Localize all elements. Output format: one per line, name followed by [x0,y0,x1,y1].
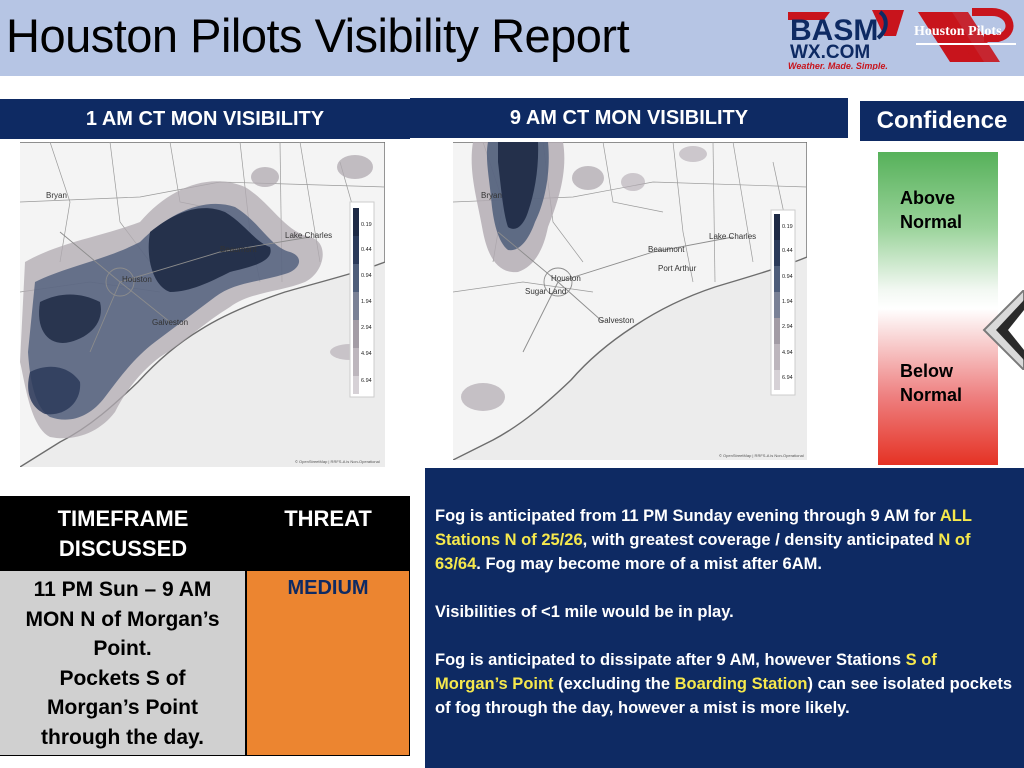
discussion-paragraph-1: Fog is anticipated from 11 PM Sunday eve… [435,504,1014,576]
fog-overlay-left [20,155,373,439]
discussion-highlight: S of Morgan’s Point [435,651,937,693]
confidence-above-label: Above Normal [900,186,962,234]
discussion-highlight: Boarding Station [674,675,808,693]
confidence-below-line2: Normal [900,385,963,405]
timeframe-line: MON N of Morgan’s [25,607,220,631]
map-left-legend-1: 0.19 [361,222,372,228]
discussion-text: . Fog may become more of a mist after 6A… [476,555,822,573]
timeframe-line: Morgan’s Point [47,696,198,719]
map-right-legend-5: 2.94 [782,324,793,330]
map-left-label-houston: Houston [122,275,152,284]
map-left-legend-3: 0.94 [361,273,372,279]
map-right-label-houston: Houston [551,274,581,283]
threat-cell: MEDIUM [246,570,410,756]
houston-pilots-logo: Houston Pilots [914,7,1016,62]
confidence-indicator-arrow-icon [982,290,1024,370]
map-right-legend-6: 4.94 [782,350,793,356]
map-left-legend-4: 1.94 [361,299,372,305]
map-left-attribution: © OpenStreetMap | RRFS-A is Non-Operatio… [295,459,380,464]
map-right-legend: 0.19 0.44 0.94 1.94 2.94 4.94 6.94 [770,209,796,396]
map-left-label-bryan: Bryan [46,191,67,200]
discussion-paragraph-2: Visibilities of <1 mile would be in play… [435,603,734,621]
discussion-text: ) can see isolated pockets of fog throug… [435,675,1013,717]
fog-overlay-right [461,142,707,411]
map-right: Bryan Beaumont Lake Charles Port Arthur … [453,142,807,460]
map-left-legend-6: 4.94 [361,351,372,357]
discussion-text: Fog is anticipated from 11 PM Sunday eve… [435,507,940,525]
discussion-text: , with greatest coverage / density antic… [582,531,939,549]
map-left-legend-2: 0.44 [361,247,372,253]
page-title: Houston Pilots Visibility Report [6,9,630,62]
map-left-legend: 0.19 0.44 0.94 1.94 2.94 4.94 6.94 [349,201,375,398]
map-right-label-lake-charles: Lake Charles [709,232,756,241]
map-left-heading: 1 AM CT MON VISIBILITY [0,99,410,139]
map-left-label-galveston: Galveston [152,318,188,327]
timeframe-line: through the day. [41,725,204,749]
map-right-label-port-arthur: Port Arthur [658,264,697,273]
confidence-heading: Confidence [860,101,1024,141]
timeframe-header-line1: TIMEFRAME [57,506,189,531]
map-right-attribution: © OpenStreetMap | RRFS-A is Non-Operatio… [719,453,804,458]
timeframe-line: Pockets S of [59,666,186,690]
discussion-paragraph-3: Fog is anticipated to dissipate after 9 … [435,648,1014,720]
timeframe-header-line2: DISCUSSED [58,536,188,561]
threat-level-value: MEDIUM [287,577,369,599]
map-left-label-beaumont: Beaumont [220,245,257,254]
map-right-legend-7: 6.94 [782,375,793,381]
map-right-legend-2: 0.44 [782,248,793,254]
threat-table-header: TIMEFRAME DISCUSSED THREAT [0,496,410,570]
basm-logo-domain: WX.COM [790,42,870,63]
map-right-legend-1: 0.19 [782,224,793,230]
threat-column-header: THREAT [284,506,372,531]
forecast-discussion: Fog is anticipated from 11 PM Sunday eve… [425,468,1024,768]
discussion-highlight: N of 63/64 [435,531,971,573]
timeframe-column-header: TIMEFRAME DISCUSSED [0,504,246,564]
discussion-highlight: ALL Stations N of 25/26 [435,507,972,549]
timeframe-line: 11 PM Sun – 9 AM [33,578,212,601]
timeframe-cell: 11 PM Sun – 9 AM MON N of Morgan’s Point… [0,570,246,756]
map-right-label-sugar-land: Sugar Land [525,287,566,296]
map-right-legend-3: 0.94 [782,274,793,280]
map-right-heading: 9 AM CT MON VISIBILITY [410,98,848,138]
confidence-below-label: Below Normal [900,359,962,407]
confidence-above-line1: Above [900,188,956,208]
confidence-gradient [878,152,998,465]
confidence-above-line2: Normal [900,212,963,232]
map-left-legend-7: 6.94 [361,378,372,384]
discussion-text: (excluding the [553,675,675,693]
map-right-legend-4: 1.94 [782,299,793,305]
houston-pilots-logo-text: Houston Pilots [914,24,1002,39]
timeframe-line: Point. [93,637,152,660]
discussion-text: Fog is anticipated to dissipate after 9 … [435,651,906,669]
map-left-legend-5: 2.94 [361,325,372,331]
basm-logo: BASM WX.COM Weather. Made. Simple. [788,10,904,70]
map-left: Bryan Houston Beaumont Lake Charles Galv… [20,142,385,467]
map-right-label-galveston: Galveston [598,316,634,325]
map-left-svg: Bryan Houston Beaumont Lake Charles Galv… [20,142,385,467]
map-right-svg: Bryan Beaumont Lake Charles Port Arthur … [453,142,807,460]
map-right-label-bryan: Bryan [481,191,502,200]
basm-logo-word: BASM [790,14,878,47]
map-left-label-lake-charles: Lake Charles [285,231,332,240]
confidence-below-line1: Below [900,361,954,381]
header-banner: Houston Pilots Visibility Report BASM WX… [0,0,1024,76]
basm-logo-tagline: Weather. Made. Simple. [788,61,888,70]
map-right-label-beaumont: Beaumont [648,245,685,254]
